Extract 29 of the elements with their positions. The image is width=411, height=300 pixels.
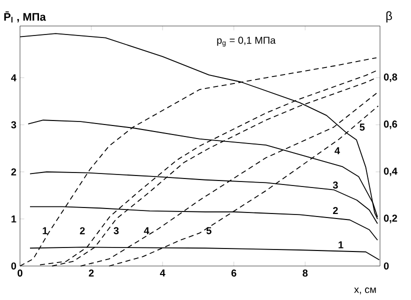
y2-tick-label: 0 xyxy=(384,262,389,270)
y2-tick-label: 0,6 xyxy=(384,120,398,130)
y-tick-label: 2 xyxy=(11,168,16,176)
annotation: 4 xyxy=(334,147,340,154)
y2-tick-label: 0,8 xyxy=(384,74,398,82)
y-axis-title: P̄$_{l}$ , МПа xyxy=(4,11,46,22)
annotation: p$_{g}$ = 0,1 МПа xyxy=(217,36,276,47)
annotation: 4 xyxy=(144,227,150,234)
x-tick-label: 8 xyxy=(302,270,308,277)
y-tick-label: 3 xyxy=(11,121,16,128)
x-tick-label: 6 xyxy=(231,270,236,277)
x-axis-title: x, см xyxy=(354,288,376,294)
annotation: 5 xyxy=(206,227,212,234)
y2-tick-label: 0,4 xyxy=(384,168,398,176)
annotation: 2 xyxy=(80,227,85,234)
annotation: 3 xyxy=(332,182,338,189)
y-tick-label: 1 xyxy=(12,215,16,222)
y2-axis-title: β xyxy=(386,11,392,22)
annotation: 1 xyxy=(338,241,344,248)
x-tick-label: 4 xyxy=(160,270,166,276)
annotation: 2 xyxy=(333,206,338,214)
x-tick-label: 0 xyxy=(18,270,22,277)
annotation: 5 xyxy=(360,124,365,131)
y2-tick-label: 0,2 xyxy=(384,214,398,224)
y-tick-label: 0 xyxy=(11,262,16,270)
y-tick-label: 4 xyxy=(11,74,16,82)
annotation: 1 xyxy=(42,227,48,234)
annotation: 3 xyxy=(114,227,119,234)
x-tick-label: 2 xyxy=(88,270,94,277)
